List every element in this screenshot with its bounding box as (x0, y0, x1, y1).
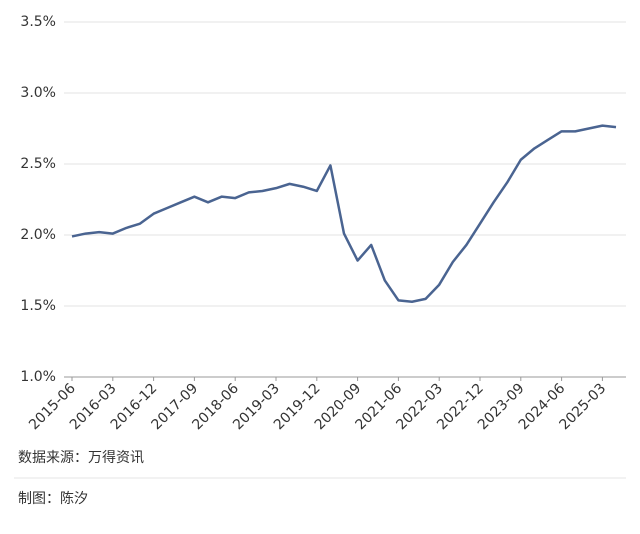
y-tick-label: 3.5% (20, 14, 56, 30)
y-tick-label: 2.0% (20, 227, 56, 243)
y-tick-label: 2.5% (20, 156, 56, 172)
source-note: 数据来源：万得资讯 (18, 449, 144, 466)
y-tick-label: 1.5% (20, 298, 56, 314)
author-note: 制图：陈汐 (18, 490, 88, 507)
y-tick-label: 3.0% (20, 85, 56, 101)
y-tick-label: 1.0% (20, 369, 56, 385)
line-series (71, 124, 617, 303)
